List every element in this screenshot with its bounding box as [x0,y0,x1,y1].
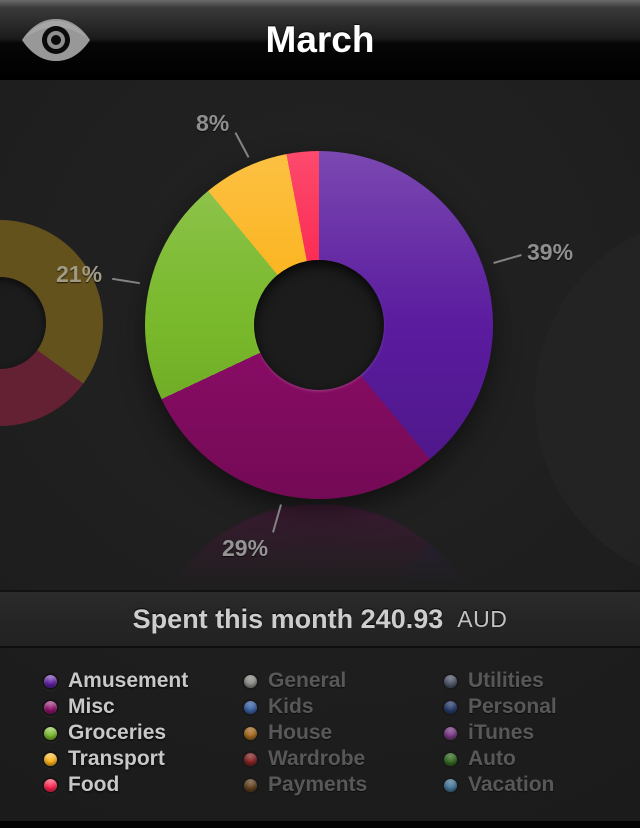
eye-icon [20,19,92,67]
auto-color-dot [442,750,459,768]
legend-label: Personal [468,695,557,718]
legend-label: Kids [268,695,314,718]
donut-reflection [145,504,493,596]
callout-misc-percent: 29% [222,535,269,561]
kids-color-dot [242,698,259,716]
legend-label: Wardrobe [268,747,366,770]
callout-groceries-percent: 21% [56,261,103,287]
utilities-color-dot [442,672,459,690]
food-color-dot [42,776,59,794]
legend-item-utilities[interactable]: Utilities [442,668,640,694]
legend-label: Amusement [68,669,189,692]
callout-amusement-percent: 39% [527,239,574,265]
bottom-toolbar-edge [0,821,640,828]
legend-item-vacation[interactable]: Vacation [442,772,640,798]
personal-color-dot [442,698,459,716]
legend-item-house[interactable]: House [242,720,442,746]
spent-this-month-text: Spent this month 240.93 [132,603,444,634]
donut-chart[interactable] [145,151,493,499]
legend-item-transport[interactable]: Transport [42,746,242,772]
amusement-color-dot [42,672,59,690]
legend-item-food[interactable]: Food [42,772,242,798]
legend-item-personal[interactable]: Personal [442,694,640,720]
groceries-color-dot [42,724,59,742]
legend-item-itunes[interactable]: iTunes [442,720,640,746]
legend-column-inactive-1: General Kids House Wardrobe Payments [242,668,442,798]
legend-item-kids[interactable]: Kids [242,694,442,720]
legend-item-payments[interactable]: Payments [242,772,442,798]
legend-label: Vacation [468,773,555,796]
wardrobe-color-dot [242,750,259,768]
currency-label: AUD [457,605,508,632]
vacation-color-dot [442,776,459,794]
legend-label: House [268,721,333,744]
transport-color-dot [42,750,59,768]
legend-label: iTunes [468,721,535,744]
legend-label: General [268,669,347,692]
legend-item-amusement[interactable]: Amusement [42,668,242,694]
legend-label: Food [68,773,120,796]
legend-label: Auto [468,747,516,770]
legend-item-groceries[interactable]: Groceries [42,720,242,746]
payments-color-dot [242,776,259,794]
legend-label: Payments [268,773,368,796]
legend-item-general[interactable]: General [242,668,442,694]
legend-item-wardrobe[interactable]: Wardrobe [242,746,442,772]
general-color-dot [242,672,259,690]
legend-item-auto[interactable]: Auto [442,746,640,772]
legend-column-active: Amusement Misc Groceries Transport Food [42,668,242,798]
callout-line-groceries [112,277,140,285]
callout-line-amusement [493,254,522,264]
house-color-dot [242,724,259,742]
eye-button[interactable] [20,16,92,64]
misc-color-dot [42,698,59,716]
page-title: March [265,18,375,60]
next-month-donut[interactable] [535,215,640,585]
callout-transport-percent: 8% [196,110,230,136]
legend-label: Misc [68,695,115,718]
legend-label: Transport [68,747,165,770]
summary-bar: Spent this month 240.93 AUD [0,590,640,648]
nav-bar: March [0,0,640,80]
legend-label: Utilities [468,669,544,692]
legend-item-misc[interactable]: Misc [42,694,242,720]
legend-label: Groceries [68,721,167,744]
itunes-color-dot [442,724,459,742]
legend-column-inactive-2: Utilities Personal iTunes Auto Vacation [442,668,640,798]
donut-hole [254,260,384,390]
